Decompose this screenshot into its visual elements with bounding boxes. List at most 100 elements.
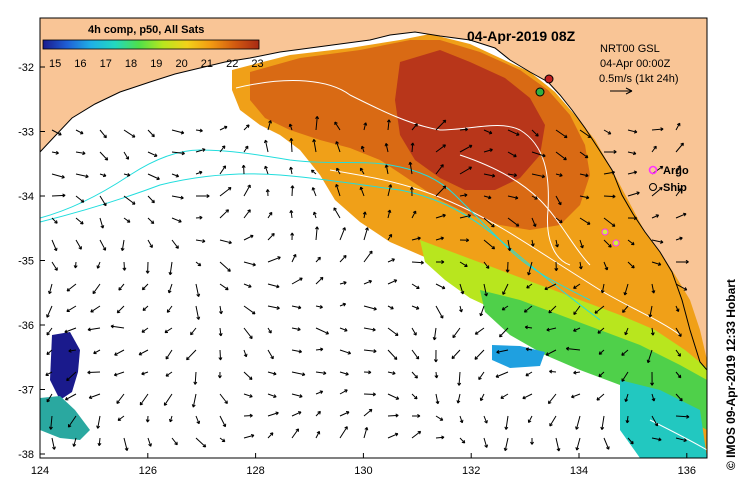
current-arrow (291, 428, 300, 439)
current-arrow (651, 415, 659, 427)
current-arrow (219, 261, 231, 272)
lat-tick-label: -35 (18, 256, 34, 268)
current-arrow (387, 349, 398, 360)
current-arrow (483, 415, 488, 424)
current-arrow (545, 349, 557, 356)
current-arrow (48, 283, 53, 295)
current-arrow (570, 393, 581, 399)
current-arrow (360, 145, 365, 153)
current-arrow (411, 393, 418, 400)
ship-marker (544, 74, 554, 84)
current-arrow (359, 167, 365, 175)
current-arrow (531, 129, 539, 137)
current-arrow (167, 283, 173, 294)
current-arrow (168, 415, 173, 423)
current-arrow (243, 261, 256, 267)
current-arrow (435, 236, 444, 241)
current-arrow (267, 349, 274, 360)
current-arrow (46, 305, 53, 318)
current-arrow (603, 129, 612, 135)
land-australia (40, 18, 707, 370)
current-arrow (51, 437, 56, 450)
current-arrow (507, 173, 518, 178)
current-arrow (675, 188, 682, 197)
current-arrow (531, 151, 546, 158)
current-arrow (191, 393, 197, 408)
current-arrow (387, 413, 399, 418)
current-arrow (123, 129, 136, 138)
current-arrow (474, 327, 485, 335)
current-arrow (573, 305, 581, 315)
current-arrow (51, 129, 62, 136)
marker-legend: Argo Ship (648, 165, 689, 194)
current-arrow (651, 214, 660, 219)
current-arrow (507, 151, 517, 158)
current-arrow (123, 172, 131, 177)
current-arrow (51, 193, 66, 198)
current-arrow (573, 327, 581, 332)
current-arrow (504, 415, 509, 430)
current-arrow (675, 414, 690, 419)
current-arrow (435, 164, 444, 175)
argo-marker (612, 239, 620, 247)
colorbar-tick-label: 19 (150, 58, 162, 70)
current-arrow (531, 195, 538, 200)
current-arrow (267, 393, 277, 398)
model-label: NRT00 GSL (600, 43, 660, 55)
current-arrow (387, 305, 394, 310)
current-arrow (48, 415, 53, 430)
current-arrow (625, 415, 630, 424)
current-arrow (145, 261, 150, 274)
colorbar-tick-label: 20 (176, 58, 188, 70)
current-arrow (339, 411, 350, 417)
current-arrow (547, 393, 557, 405)
current-arrow (483, 437, 489, 448)
current-arrow (578, 261, 583, 270)
current-arrow (97, 437, 102, 447)
current-arrow (363, 279, 373, 285)
current-arrow (171, 437, 178, 446)
current-arrow (362, 211, 367, 219)
current-arrow (675, 212, 687, 219)
current-arrow (363, 392, 376, 397)
lat-tick-label: -36 (18, 320, 34, 332)
current-arrow (147, 217, 155, 225)
current-arrow (195, 170, 203, 175)
current-arrow (190, 327, 197, 336)
current-arrow (483, 239, 496, 250)
current-arrow (243, 305, 256, 315)
current-arrow (530, 239, 535, 247)
current-arrow (138, 349, 149, 356)
current-arrow (483, 148, 493, 153)
current-arrow (546, 327, 557, 332)
current-arrow (596, 393, 605, 401)
current-arrow (507, 195, 519, 200)
current-arrow (219, 283, 229, 291)
current-arrow (650, 327, 655, 336)
current-arrow (651, 127, 664, 132)
current-arrow (243, 184, 251, 197)
current-arrow (627, 437, 634, 445)
current-arrow (243, 234, 254, 241)
current-arrow (66, 371, 77, 382)
current-arrow (459, 127, 469, 132)
current-arrow (339, 254, 347, 263)
current-arrow (363, 427, 369, 439)
current-arrow (651, 261, 662, 266)
current-arrow (531, 217, 537, 227)
current-arrow (139, 393, 149, 406)
current-arrow (483, 283, 488, 297)
current-arrow (267, 256, 281, 263)
sst-patch-sw (40, 396, 90, 440)
current-vectors (45, 116, 690, 452)
current-arrow (142, 305, 149, 312)
current-arrow (435, 213, 446, 219)
current-arrow (603, 149, 617, 154)
current-arrow (387, 371, 396, 376)
current-arrow (164, 327, 173, 334)
current-arrow (675, 142, 684, 153)
current-arrow (387, 184, 393, 197)
current-arrow (549, 369, 557, 374)
current-arrow (435, 415, 444, 421)
colorbar-title: 4h comp, p50, All Sats (88, 24, 204, 36)
